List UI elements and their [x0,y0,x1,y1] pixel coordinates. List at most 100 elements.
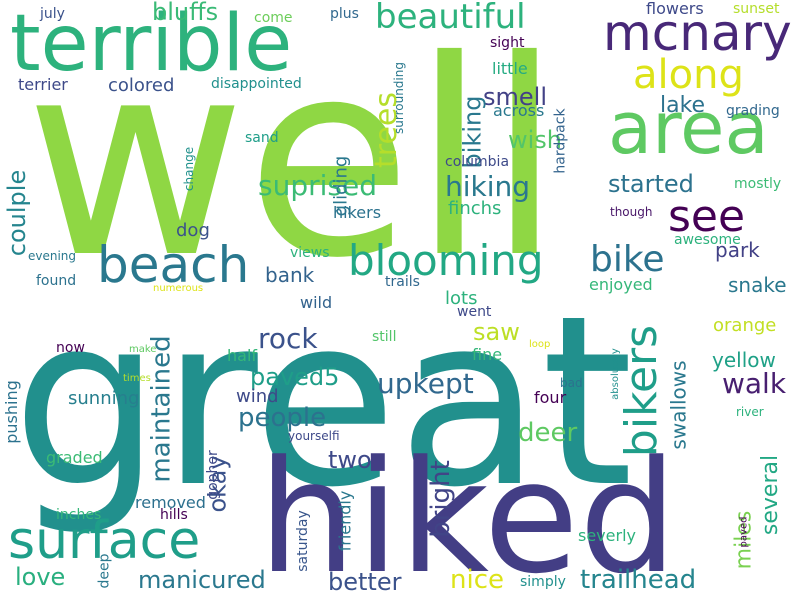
word-bright: bright [425,460,456,538]
word-change: change [182,146,197,192]
word-beach: beach [97,236,250,294]
word-paved5: paved5 [250,363,340,391]
word-well: well [25,2,562,317]
word-four: four [534,388,567,407]
word-wind: wind [236,386,279,407]
word-deep: deep [96,553,112,588]
word-better: better [328,568,402,596]
word-colored: colored [108,75,175,96]
word-walk: walk [722,367,787,400]
word-hills: hills [160,507,188,523]
word-river: river [736,405,764,419]
word-surface: surface [8,511,201,571]
word-make: make [129,344,157,355]
word-beautiful: beautiful [375,0,526,37]
word-found: found [36,273,77,289]
word-graded: graded [46,448,103,467]
word-terrier: terrier [18,75,68,94]
word-lots: lots [445,288,478,309]
word-people: people [238,403,327,433]
word-severly: severly [578,526,636,545]
word-gopher: gopher [204,450,221,500]
word-trailhead: trailhead [580,565,697,595]
word-loop: loop [529,339,551,350]
word-columbia: columbia [445,154,510,170]
word-bad: bad [560,376,583,390]
word-saw: saw [473,318,520,346]
word-bluffs: bluffs [152,0,219,26]
word-deer: deer [518,418,578,448]
word-hiked: hiked [258,427,678,600]
word-little: little [492,59,528,78]
word-bank: bank [265,263,315,287]
word-along: along [633,52,744,98]
word-bike: bike [590,239,665,280]
word-mostly: mostly [734,176,782,192]
word-inches: inches [56,507,102,523]
word-disappointed: disappointed [211,76,302,92]
word-two: two [328,446,372,474]
word-blooming: blooming [348,236,544,285]
word-wish: wish [508,126,563,154]
word-rock: rock [258,322,318,355]
word-finchs: finchs [448,198,502,219]
word-grading: grading [726,103,780,119]
word-hardpack: hardpack [552,107,569,174]
word-awesome: awesome [674,232,741,248]
word-views: views [290,245,330,261]
word-wild: wild [300,293,333,312]
word-orange: orange [713,315,777,336]
word-snake: snake [728,273,787,297]
word-absolutely: absolutely [609,348,621,400]
word-hikers: hikers [333,203,382,222]
word-upkept: upkept [377,367,474,400]
word-swallows: swallows [666,359,691,450]
word-several: several [758,454,784,536]
word-yourselfi: yourselfi [288,429,340,443]
word-park: park [715,238,760,262]
word-pushing: pushing [1,380,21,444]
word-smell: smell [483,83,547,111]
word-fine: fine [472,345,503,364]
word-sand: sand [245,130,279,146]
word-coulple: coulple [3,169,32,257]
word-mcnary: mcnary [603,4,792,62]
word-come: come [254,10,293,26]
word-removed: removed [135,493,206,512]
word-sunset: sunset [733,1,780,17]
word-yellow: yellow [712,348,776,372]
word-great: great [12,266,634,539]
word-see: see [668,191,746,242]
word-enjoyed: enjoyed [589,275,653,294]
word-saturday: saturday [294,510,311,572]
word-went: went [457,304,492,320]
word-maintained: maintained [146,334,177,483]
word-half: half [227,346,258,365]
word-though: though [610,205,653,219]
word-evening: evening [28,249,77,263]
word-across: across [493,101,545,120]
word-paved: paved [737,516,749,547]
word-suprised: suprised [258,169,377,202]
word-now: now [56,340,85,356]
word-times: times [123,373,151,384]
word-friendly: friendly [334,490,354,551]
word-plus: plus [330,6,359,22]
word-surrounding: surrounding [391,62,406,134]
word-sight: sight [490,35,525,51]
word-numerous: numerous [153,283,204,294]
word-trails: trails [385,274,420,290]
word-terrible: terrible [10,0,293,89]
word-area: area [608,86,769,170]
word-hiking: hiking [445,170,531,203]
word-bikers: bikers [616,324,668,458]
word-july: july [40,6,65,22]
word-started: started [608,170,694,198]
word-still: still [372,329,397,345]
word-love: love [15,563,66,591]
word-manicured: manicured [138,566,266,594]
word-dog: dog [176,220,210,241]
word-lake: lake [660,93,706,118]
word-nice: nice [450,565,504,595]
